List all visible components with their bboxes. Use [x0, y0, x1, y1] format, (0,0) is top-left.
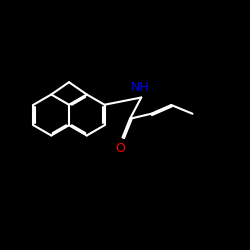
Text: O: O [115, 142, 125, 155]
Text: NH: NH [130, 81, 150, 94]
